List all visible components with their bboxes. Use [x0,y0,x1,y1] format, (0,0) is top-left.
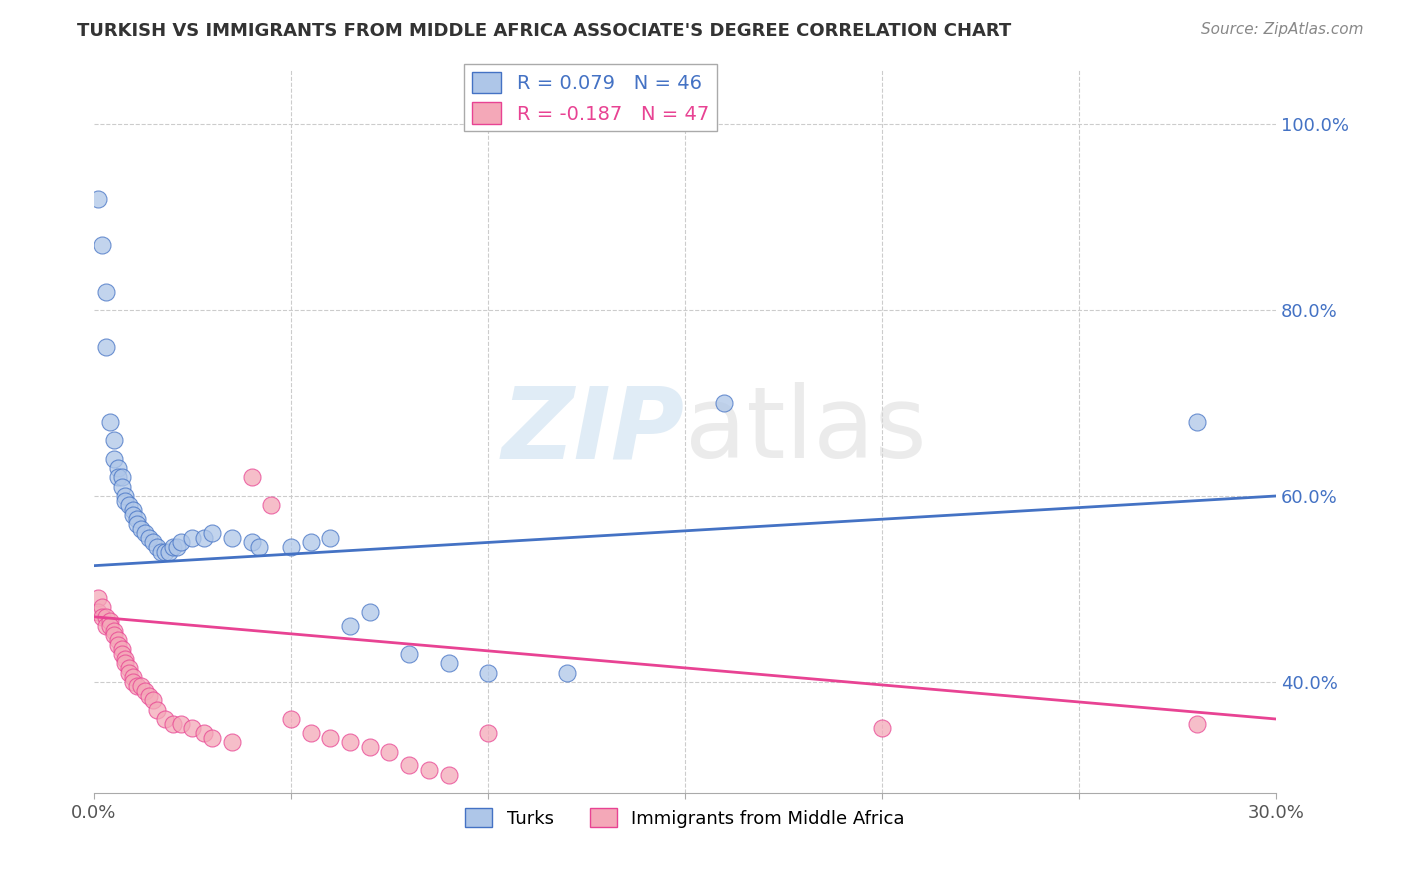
Point [129,521,152,535]
Point [149,545,172,559]
Point [114,489,136,503]
Point [98,415,121,429]
Point [477,726,499,740]
Point [110,470,132,484]
Point [107,633,129,648]
Point [94,340,117,354]
Point [138,689,160,703]
Point [437,768,460,782]
Point [359,605,381,619]
Point [169,535,191,549]
Point [107,470,129,484]
Point [221,735,243,749]
Point [103,434,125,448]
Point [280,540,302,554]
Point [110,480,132,494]
Point [870,721,893,735]
Point [398,647,420,661]
Point [181,531,204,545]
Point [122,508,145,522]
Point [94,285,117,299]
Point [110,647,132,661]
Point [142,693,165,707]
Point [98,615,121,629]
Point [162,540,184,554]
Point [162,716,184,731]
Point [146,540,169,554]
Point [134,526,156,541]
Point [166,540,188,554]
Point [299,726,322,740]
Point [319,531,342,545]
Point [122,674,145,689]
Point [127,512,149,526]
Point [98,619,121,633]
Text: ZIP: ZIP [502,383,685,479]
Point [437,657,460,671]
Point [103,451,125,466]
Point [280,712,302,726]
Point [418,763,440,777]
Point [1185,415,1208,429]
Point [87,605,110,619]
Point [169,716,191,731]
Point [118,661,141,675]
Point [90,600,112,615]
Point [193,726,215,740]
Point [142,535,165,549]
Point [114,651,136,665]
Point [114,493,136,508]
Point [378,745,401,759]
Point [127,680,149,694]
Point [153,545,176,559]
Point [249,540,271,554]
Point [107,638,129,652]
Point [103,624,125,638]
Text: Source: ZipAtlas.com: Source: ZipAtlas.com [1201,22,1364,37]
Point [299,535,322,549]
Point [122,503,145,517]
Point [555,665,578,680]
Point [181,721,204,735]
Point [114,657,136,671]
Point [339,735,361,749]
Point [146,703,169,717]
Point [107,461,129,475]
Point [713,396,735,410]
Point [134,684,156,698]
Point [94,609,117,624]
Legend: Turks, Immigrants from Middle Africa: Turks, Immigrants from Middle Africa [458,801,912,835]
Point [138,531,160,545]
Point [240,470,263,484]
Point [94,619,117,633]
Point [221,531,243,545]
Point [87,192,110,206]
Text: atlas: atlas [685,383,927,479]
Point [339,619,361,633]
Point [201,526,224,541]
Point [153,712,176,726]
Point [129,680,152,694]
Point [240,535,263,549]
Point [118,498,141,512]
Point [118,665,141,680]
Point [103,628,125,642]
Point [398,758,420,772]
Point [110,642,132,657]
Text: TURKISH VS IMMIGRANTS FROM MIDDLE AFRICA ASSOCIATE'S DEGREE CORRELATION CHART: TURKISH VS IMMIGRANTS FROM MIDDLE AFRICA… [77,22,1011,40]
Point [90,238,112,252]
Point [477,665,499,680]
Point [319,731,342,745]
Point [260,498,283,512]
Point [359,739,381,754]
Point [193,531,215,545]
Point [87,591,110,606]
Point [201,731,224,745]
Point [127,516,149,531]
Point [90,609,112,624]
Point [122,670,145,684]
Point [1185,716,1208,731]
Point [157,545,180,559]
